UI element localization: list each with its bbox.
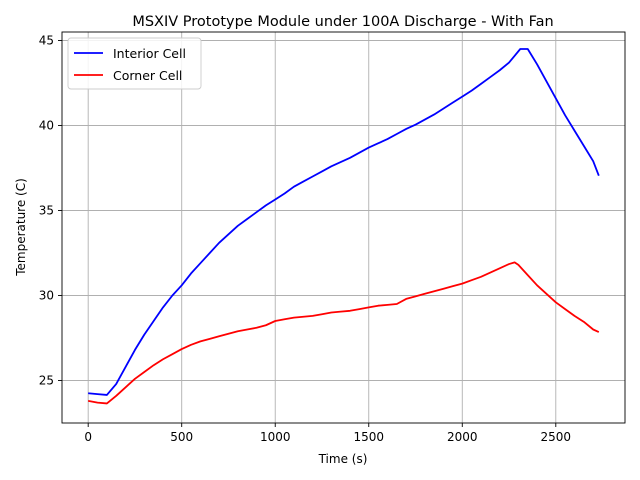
y-tick-label: 35 [39,204,54,218]
legend-label-interior-cell: Interior Cell [113,46,186,61]
legend: Interior Cell Corner Cell [67,37,202,90]
y-tick-label: 30 [39,289,54,303]
chart-title: MSXIV Prototype Module under 100A Discha… [132,14,553,30]
series-line-interior-cell [88,48,600,396]
x-tick-label: 500 [170,430,193,444]
x-tick-label: 1500 [353,430,384,444]
grid [62,32,625,423]
x-tick-label: 2000 [447,430,478,444]
x-tick-label: 2500 [541,430,572,444]
x-axis-label: Time (s) [318,452,368,466]
ticks: 0 500 1000 1500 2000 2500 25 30 35 40 45 [39,34,571,445]
plot-frame [61,31,626,424]
y-tick-label: 25 [39,374,54,388]
y-tick-label: 40 [39,119,54,133]
series-line-corner-cell [88,261,600,405]
x-tick-label: 1000 [260,430,291,444]
series-lines [88,48,600,405]
x-tick-label: 0 [84,430,92,444]
legend-label-corner-cell: Corner Cell [113,68,182,83]
y-axis-label: Temperature (C) [14,178,28,277]
y-tick-label: 45 [39,34,54,48]
legend-box [67,37,202,90]
